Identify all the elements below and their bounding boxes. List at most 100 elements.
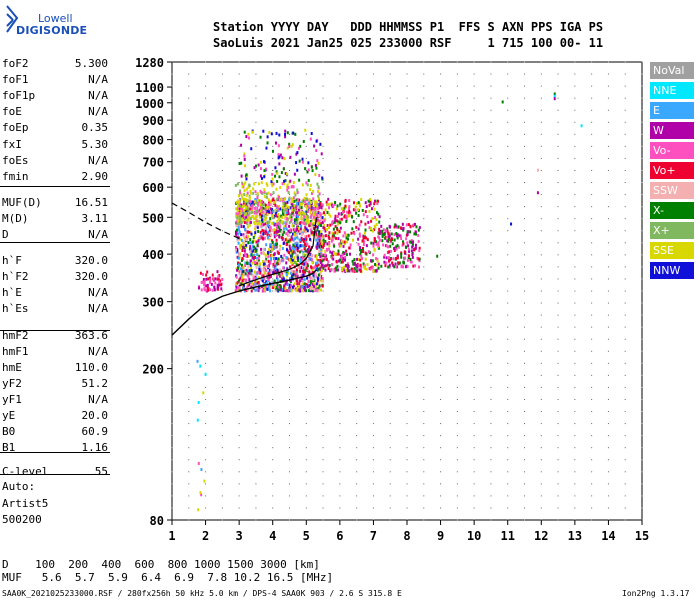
echo-point [317, 263, 320, 267]
grid-dot [205, 398, 207, 400]
echo-point [345, 264, 348, 268]
grid-dot [289, 471, 290, 473]
echo-point [251, 200, 254, 204]
echo-point [387, 245, 390, 249]
grid-dot [423, 61, 425, 63]
echo-point [294, 251, 297, 255]
grid-dot [255, 386, 257, 388]
echo-point [293, 191, 296, 195]
grid-dot [406, 338, 408, 340]
y-tick-label: 1000 [135, 97, 164, 111]
echo-point [245, 218, 248, 222]
grid-dot [507, 326, 509, 328]
echo-point [265, 182, 268, 186]
echo-point [275, 242, 278, 246]
grid-dot [507, 350, 509, 352]
echo-point [331, 234, 334, 238]
echo-point [290, 219, 293, 223]
echo-point [217, 275, 220, 279]
grid-dot [607, 97, 609, 99]
echo-point [311, 287, 314, 291]
echo-point [315, 149, 318, 153]
echo-point [261, 236, 264, 240]
echo-point [278, 268, 281, 272]
grid-dot [440, 483, 442, 485]
echo-point [296, 202, 299, 206]
echo-point [319, 241, 322, 245]
echo-point [292, 213, 295, 217]
grid-dot [591, 459, 593, 461]
echo-point [309, 281, 312, 285]
echo-point [273, 232, 276, 236]
echo-point [411, 245, 414, 249]
grid-dot [205, 61, 207, 63]
grid-dot [322, 459, 324, 461]
echo-point [303, 262, 306, 266]
grid-dot [507, 73, 509, 75]
grid-dot [473, 254, 475, 256]
grid-dot [406, 447, 408, 449]
grid-dot [540, 182, 542, 184]
echo-point [356, 201, 359, 205]
grid-dot [641, 182, 643, 184]
echo-point [269, 211, 272, 215]
echo-point [211, 288, 214, 292]
echo-point [206, 286, 209, 290]
echo-point [257, 289, 260, 293]
echo-point [280, 228, 283, 232]
echo-point [302, 250, 305, 254]
echo-point [417, 265, 420, 269]
echo-point [278, 235, 281, 239]
echo-point [278, 284, 281, 288]
echo-point [276, 288, 279, 292]
grid-dot [557, 350, 559, 352]
echo-point [320, 279, 323, 283]
echo-point [277, 152, 280, 156]
grid-dot [188, 314, 190, 316]
grid-dot [624, 411, 626, 413]
echo-point [317, 221, 320, 225]
echo-point [197, 400, 200, 404]
echo-point [249, 217, 252, 221]
grid-dot [574, 97, 576, 99]
echo-point [267, 198, 270, 202]
grid-dot [473, 290, 475, 292]
echo-point [417, 228, 420, 232]
echo-point [344, 233, 347, 237]
echo-point [295, 272, 298, 276]
echo-point [307, 161, 310, 165]
grid-dot [490, 447, 492, 449]
grid-dot [188, 73, 190, 75]
echo-point [279, 274, 282, 278]
grid-dot [440, 109, 442, 111]
echo-point [246, 198, 249, 202]
grid-dot [305, 338, 307, 340]
echo-point [388, 234, 391, 238]
echo-point [235, 224, 238, 228]
grid-dot [188, 423, 190, 425]
grid-dot [423, 194, 425, 196]
echo-point [286, 185, 289, 189]
echo-point [321, 216, 324, 220]
echo-point [328, 212, 331, 216]
grid-dot [171, 507, 173, 509]
grid-dot [171, 278, 173, 280]
grid-dot [607, 218, 609, 220]
grid-dot [188, 411, 190, 413]
grid-dot [289, 85, 290, 87]
grid-dot [356, 362, 358, 364]
grid-dot [490, 386, 492, 388]
grid-dot [574, 109, 576, 111]
grid-dot [641, 61, 643, 63]
grid-dot [188, 386, 190, 388]
grid-dot [389, 471, 391, 473]
echo-point [267, 225, 270, 229]
grid-dot [507, 362, 509, 364]
echo-point [373, 228, 376, 232]
grid-dot [624, 182, 626, 184]
grid-dot [456, 218, 458, 220]
grid-dot [490, 495, 492, 497]
grid-dot [238, 157, 240, 159]
grid-dot [305, 157, 307, 159]
echo-point [321, 212, 324, 216]
